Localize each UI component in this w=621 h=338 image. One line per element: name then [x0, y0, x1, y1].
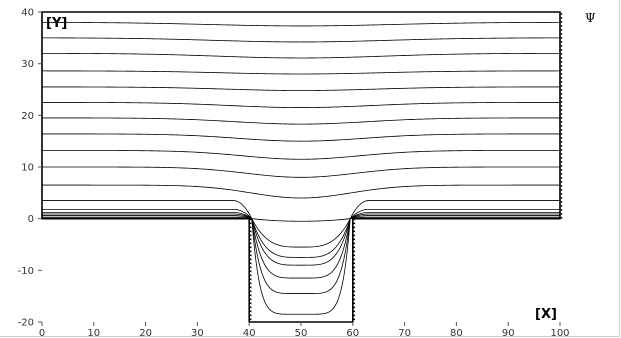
streamline-1 — [41, 21, 561, 27]
y-tick-label--10: -10 — [18, 266, 34, 277]
x-axis-label: [X] — [535, 307, 557, 322]
streamline-3 — [42, 52, 560, 59]
y-tick-label-20: 20 — [21, 111, 34, 122]
streamlines-group — [41, 21, 561, 315]
streamline-13 — [42, 208, 560, 248]
y-axis-label: [Y] — [46, 16, 67, 31]
y-tick-label-40: 40 — [21, 8, 34, 19]
x-tick-label-50: 50 — [295, 328, 308, 338]
y-tick-label-10: 10 — [21, 163, 34, 174]
x-tick-label-80: 80 — [450, 328, 463, 338]
domain-outline-group — [41, 11, 563, 323]
x-tick-label-30: 30 — [191, 328, 204, 338]
streamline-8 — [41, 133, 561, 142]
x-tick-label-70: 70 — [398, 328, 411, 338]
x-tick-label-0: 0 — [39, 328, 45, 338]
streamline-17 — [42, 216, 560, 294]
x-tick-label-40: 40 — [243, 328, 256, 338]
streamline-5 — [42, 86, 560, 91]
streamline-18 — [42, 217, 560, 315]
streamline-11 — [42, 184, 560, 199]
streamline-6 — [42, 102, 560, 108]
x-tick-label-60: 60 — [346, 328, 359, 338]
y-tick-label-30: 30 — [21, 59, 34, 70]
x-tick-label-20: 20 — [139, 328, 152, 338]
streamline-14 — [42, 212, 560, 258]
streamline-9 — [42, 150, 560, 160]
x-tick-label-10: 10 — [87, 328, 100, 338]
domain-outline — [41, 11, 561, 323]
x-tick-label-90: 90 — [502, 328, 515, 338]
y-tick-label--20: -20 — [18, 318, 34, 329]
streamline-15 — [42, 213, 560, 266]
streamline-2 — [41, 37, 561, 43]
streamline-10 — [42, 166, 560, 178]
streamline-12 — [42, 200, 560, 222]
streamline-16 — [42, 215, 560, 279]
streamline-7 — [42, 117, 560, 125]
x-tick-label-100: 100 — [550, 328, 569, 338]
psi-field-label: Ψ — [585, 11, 596, 25]
y-tick-label-0: 0 — [28, 214, 34, 225]
streamline-4 — [42, 70, 560, 75]
